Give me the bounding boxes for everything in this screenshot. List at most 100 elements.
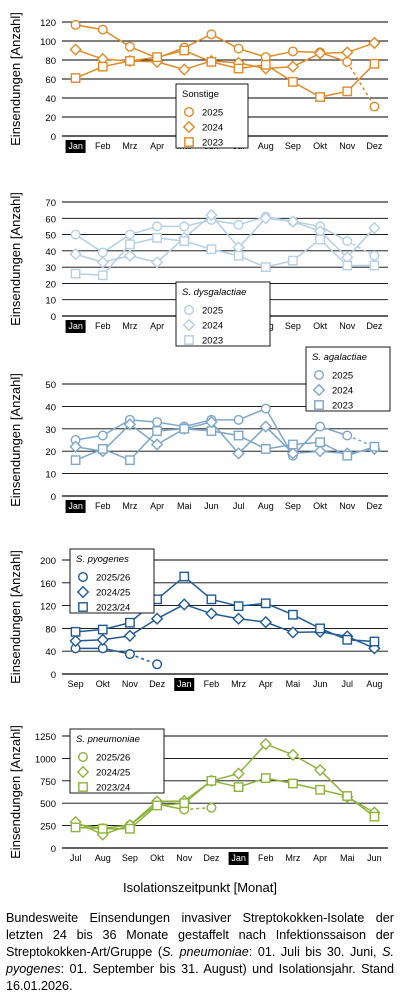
data-point-2024 [96,256,109,269]
data-point-2023 [260,59,271,70]
caption-text-2: : 01. Juli bis 30. Juni, [248,945,383,959]
x-tick-label: Okt [313,501,328,511]
x-tick-highlight [228,852,249,865]
data-point-2023/24 [369,811,380,822]
data-point-2023 [260,262,271,273]
data-point-2024 [69,43,82,56]
data-point-2023/24 [97,624,108,635]
data-point-2023/24 [125,617,135,628]
data-point-2024 [150,438,164,451]
x-tick-label: Jan [68,141,83,151]
x-tick-label: Dez [149,679,166,689]
series-line-2025 [211,33,239,50]
data-point-2023 [342,450,353,461]
series-line-2025 [75,233,104,254]
data-point-2023/24 [179,798,190,809]
y-axis-title: Einsendungen [Anzahl] [8,550,23,684]
y-tick-label: 70 [45,198,56,209]
series-line-2024/25 [265,621,294,634]
x-tick-label: Mrz [285,853,300,863]
x-tick-label: Aug [95,853,111,863]
x-tick-label: Jan [68,321,83,331]
legend-marker-2025 [183,106,194,117]
data-point-2024 [150,256,164,269]
x-tick-label: Okt [150,853,165,863]
data-point-2023/24 [315,784,325,795]
figure-caption: Bundesweite Einsendungen invasiver Strep… [6,910,394,995]
data-point-2023 [179,236,190,246]
data-point-2025 [70,19,81,30]
data-point-2023 [233,63,244,74]
data-point-2025 [97,247,108,258]
y-tick-label: 10 [45,296,56,307]
legend: S. agalactiae 2025 2024 2023 [305,346,391,412]
x-tick-label: Jul [70,853,82,863]
chart-panel-3: 0 10 20 30 40 50 Einsendungen [Anzahl] Jan Feb Mr… [8,346,391,513]
x-tick-label: Jun [313,679,328,689]
data-point-2023/24 [369,636,380,647]
chart-panel-5: 0 250 500 750 1000 1250 Einsendungen [Anzahl] J… [8,725,388,865]
series-line-2024 [129,423,158,446]
legend-marker-2024 [182,318,196,332]
data-point-2023/24 [233,601,244,612]
x-tick-highlight [65,140,86,153]
legend-marker-2025/26 [77,752,88,763]
data-point-2023 [152,232,162,243]
data-point-2025 [287,46,298,57]
data-point-2023/24 [70,626,81,637]
data-point-2024/25 [69,634,82,648]
x-tick-label: Sep [68,679,84,689]
y-tick-label: 60 [45,214,56,225]
series-line-2024 [346,227,375,258]
legend-marker-2023/24 [78,602,88,612]
x-tick-highlight [174,678,195,691]
data-point-2023/24 [260,598,271,609]
y-tick-label: 0 [51,132,56,143]
data-point-2023 [152,426,162,436]
legend-marker-2024 [182,120,196,134]
data-point-2023 [369,441,380,452]
data-point-2024/25 [123,629,137,642]
data-point-2025 [124,41,135,52]
series-line-2024 [292,52,321,68]
data-point-2024 [313,445,327,458]
y-axis-title: Einsendungen [Anzahl] [8,192,23,326]
caption-text-3: : 01. September bis 31. August) und Isol… [6,962,394,993]
x-tick-label: Dez [366,141,383,151]
data-point-2025 [260,403,271,414]
data-point-2024 [205,208,218,222]
legend-title: S. dysgalactiae [182,287,246,298]
series-line-2025 [319,225,348,242]
data-point-2025 [206,29,217,40]
x-tick-label: Jun [367,853,382,863]
legend-title: S. agalactiae [312,352,367,363]
x-axis-title: Isolationszeitpunkt [Monat] [123,880,277,895]
data-point-2024 [368,36,381,50]
data-point-2023/24 [152,800,162,811]
data-point-2025 [342,56,353,67]
x-tick-label: Apr [259,679,273,689]
data-point-2025 [369,250,380,261]
x-tick-label: Dez [366,321,383,331]
data-point-2023 [206,57,217,67]
caption-species-2: S. pyogenes [6,945,394,976]
data-point-2023/24 [179,571,190,582]
legend-entry: 2025/26 [96,573,130,584]
x-tick-label: Mai [340,853,355,863]
legend-entry: 2023 [202,336,223,347]
series-line-2025 [102,233,131,254]
legend-entry: 2024/25 [96,768,130,779]
data-point-2023 [97,444,108,454]
data-point-2024/25 [178,598,191,611]
legend-marker-2023 [184,335,194,345]
legend-entry: 2025 [202,108,223,119]
data-point-2024/25 [205,607,218,620]
x-tick-label: Jan [68,501,83,511]
y-tick-label: 40 [45,647,56,658]
data-point-2025 [152,417,163,428]
series-line-2023 [102,243,131,276]
legend: S. pyogenes 2025/26 2024/25 2023/24 [69,548,155,614]
y-tick-label: 20 [45,447,56,458]
series-line-2025/26 [184,806,212,811]
y-tick-label: 1000 [35,754,56,765]
